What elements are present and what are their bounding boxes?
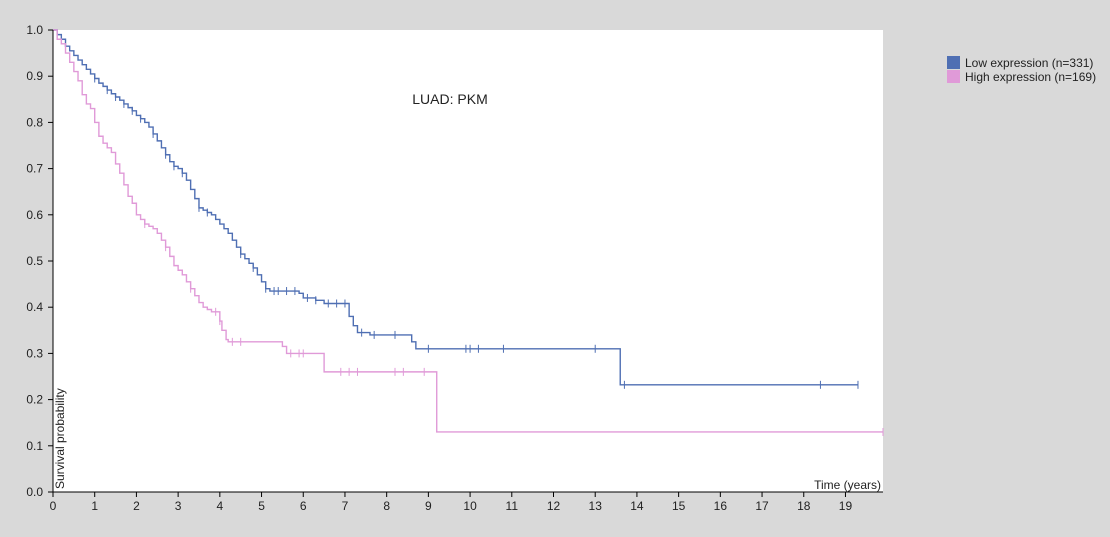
y-tick-label: 0.1 [26, 439, 43, 453]
x-tick-label: 12 [547, 499, 561, 513]
survival-curve [53, 29, 858, 386]
x-tick-label: 6 [300, 499, 307, 513]
legend-label: Low expression (n=331) [965, 56, 1093, 70]
chart-title: LUAD: PKM [412, 91, 487, 107]
x-tick-label: 3 [175, 499, 182, 513]
x-tick-label: 5 [258, 499, 265, 513]
series-low-expression [53, 29, 859, 389]
y-tick-label: 0.6 [26, 208, 43, 222]
plot-area [53, 30, 883, 492]
y-tick-label: 0.0 [26, 485, 43, 499]
y-tick-label: 0.7 [26, 162, 43, 176]
y-tick-label: 0.5 [26, 254, 43, 268]
x-tick-label: 19 [839, 499, 853, 513]
x-tick-label: 8 [383, 499, 390, 513]
x-tick-label: 1 [91, 499, 98, 513]
x-axis-label: Time (years) [814, 478, 881, 492]
legend-swatch [947, 56, 960, 69]
y-tick-label: 0.8 [26, 115, 43, 129]
x-tick-label: 11 [506, 499, 519, 513]
legend-swatch [947, 70, 960, 83]
y-axis-label: Survival probability [53, 388, 67, 489]
legend: Low expression (n=331)High expression (n… [947, 56, 1096, 84]
series-high-expression [53, 29, 884, 436]
x-tick-label: 10 [463, 499, 477, 513]
x-tick-label: 7 [342, 499, 349, 513]
y-tick-label: 0.2 [26, 393, 43, 407]
x-tick-label: 4 [216, 499, 223, 513]
x-tick-label: 13 [589, 499, 603, 513]
legend-label: High expression (n=169) [965, 70, 1096, 84]
x-tick-label: 0 [50, 499, 57, 513]
x-tick-label: 9 [425, 499, 432, 513]
y-tick-label: 0.9 [26, 69, 43, 83]
x-tick-label: 15 [672, 499, 686, 513]
x-tick-label: 14 [630, 499, 644, 513]
y-tick-label: 0.4 [26, 300, 43, 314]
y-tick-label: 1.0 [26, 23, 43, 37]
x-tick-label: 2 [133, 499, 140, 513]
y-tick-label: 0.3 [26, 346, 43, 360]
x-tick-label: 17 [755, 499, 769, 513]
x-tick-label: 16 [714, 499, 728, 513]
x-tick-label: 18 [797, 499, 811, 513]
